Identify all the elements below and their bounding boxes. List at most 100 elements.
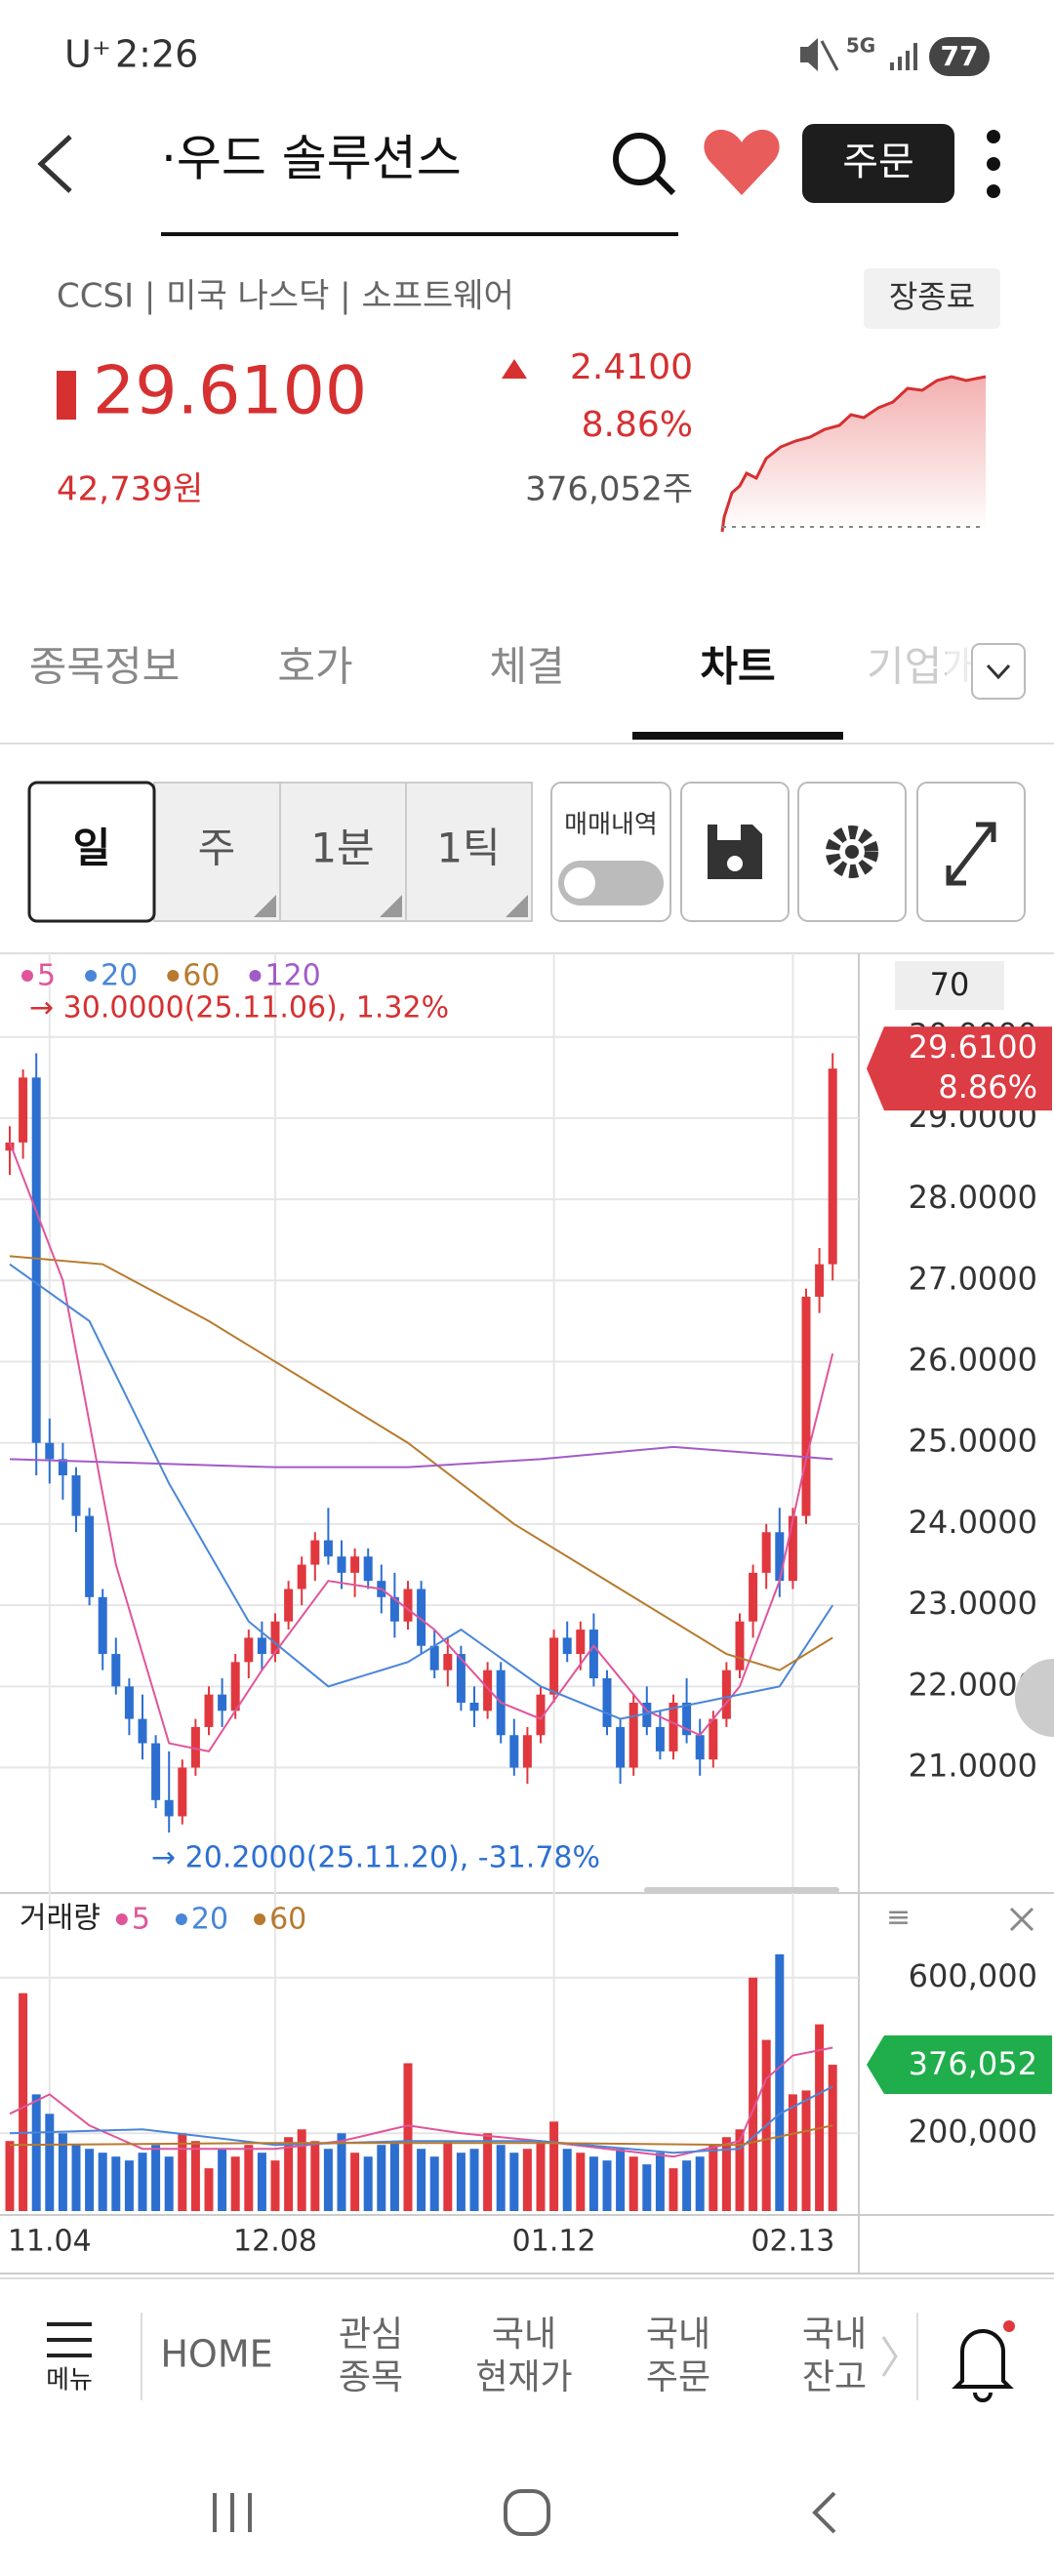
x-tick-label: 12.08 bbox=[233, 2225, 317, 2259]
candle-body bbox=[682, 1702, 692, 1736]
expand-icon bbox=[946, 822, 996, 886]
volume-bar bbox=[218, 2149, 227, 2211]
settings-hub bbox=[845, 845, 859, 859]
market-status: 장종료 bbox=[889, 278, 975, 315]
tab-selected[interactable]: 차트 bbox=[700, 643, 775, 691]
volume-bar bbox=[297, 2129, 306, 2211]
toggle-knob bbox=[564, 867, 595, 899]
candle-body bbox=[363, 1556, 373, 1582]
candle-body bbox=[151, 1743, 161, 1800]
moving-average bbox=[9, 2124, 833, 2147]
candle-body bbox=[417, 1589, 426, 1646]
volume-bar bbox=[138, 2153, 147, 2211]
signal-bar bbox=[890, 62, 894, 70]
change: 2.4100 bbox=[570, 347, 693, 387]
back-button[interactable] bbox=[37, 135, 72, 193]
candle-body bbox=[98, 1596, 107, 1655]
home-button[interactable] bbox=[504, 2489, 550, 2536]
volume-bar bbox=[496, 2145, 506, 2211]
volume-bar bbox=[483, 2133, 493, 2211]
search-handle bbox=[654, 174, 676, 196]
tab[interactable]: 체결 bbox=[489, 643, 564, 691]
order-button[interactable] bbox=[802, 124, 954, 203]
tab[interactable]: 종목정보 bbox=[29, 643, 181, 691]
period-label[interactable]: 주 bbox=[198, 825, 236, 872]
volume-bar bbox=[270, 2160, 280, 2211]
legend-dot bbox=[249, 970, 262, 982]
panel-close[interactable] bbox=[1009, 1907, 1034, 1932]
legend-dot bbox=[167, 970, 180, 982]
candle-body bbox=[138, 1718, 147, 1744]
legend-label: 20 bbox=[191, 1903, 228, 1937]
volume-bar bbox=[31, 2094, 41, 2211]
battery bbox=[929, 37, 990, 76]
up-arrow bbox=[502, 359, 527, 379]
candle-body bbox=[721, 1670, 731, 1719]
side-handle[interactable] bbox=[1015, 1659, 1054, 1737]
search-title[interactable]: ·우드 솔루션스 bbox=[161, 131, 462, 187]
notification-button[interactable] bbox=[952, 2329, 1014, 2402]
volume-bar bbox=[828, 2065, 837, 2211]
volume-bar bbox=[403, 2063, 413, 2211]
volume-bar bbox=[58, 2133, 67, 2211]
candle-body bbox=[111, 1654, 121, 1687]
volume-bar bbox=[509, 2153, 519, 2211]
moving-average bbox=[9, 2046, 833, 2158]
volume-bar bbox=[616, 2149, 626, 2211]
nav-item-label[interactable]: 종목 bbox=[339, 2357, 403, 2397]
volume-bar bbox=[642, 2164, 652, 2211]
network: 5G bbox=[846, 34, 875, 58]
volume-bar bbox=[562, 2149, 572, 2211]
menu-button[interactable] bbox=[47, 2322, 92, 2357]
volume-bar bbox=[337, 2133, 346, 2211]
candle-body bbox=[761, 1532, 771, 1573]
volume-bar bbox=[111, 2156, 121, 2211]
nav-item-label[interactable]: 관심 bbox=[339, 2314, 403, 2355]
nav-item-label[interactable]: 현재가 bbox=[475, 2357, 572, 2397]
volume-bar bbox=[709, 2145, 718, 2211]
favorite-button[interactable] bbox=[704, 129, 780, 195]
tab-dropdown[interactable] bbox=[971, 643, 1026, 700]
candle-body bbox=[655, 1726, 665, 1751]
volume-bar bbox=[377, 2145, 386, 2211]
nav-item-label[interactable]: 주문 bbox=[646, 2357, 710, 2397]
moving-average bbox=[9, 1142, 834, 1753]
volume-bar bbox=[721, 2137, 731, 2211]
period-button-selected[interactable] bbox=[27, 781, 156, 923]
y-tick-label: 28.0000 bbox=[909, 1179, 1037, 1216]
volume-bar bbox=[257, 2153, 266, 2211]
nav-item-label[interactable]: 국내 bbox=[492, 2314, 556, 2355]
candle-body bbox=[310, 1540, 320, 1565]
candle-body bbox=[588, 1630, 598, 1679]
tab-bar: 종목정보 호가 체결 차트 기업개 bbox=[29, 643, 980, 691]
nav-item-label[interactable]: 잔고 bbox=[802, 2357, 867, 2397]
panel-menu-icon[interactable]: ≡ bbox=[886, 1901, 911, 1935]
scrollbar[interactable] bbox=[644, 1887, 839, 1893]
volume-bar bbox=[536, 2141, 546, 2211]
volume-tag-label: 376,052 bbox=[909, 2045, 1037, 2082]
nav-item-label[interactable]: 국내 bbox=[802, 2314, 867, 2355]
nav-scroll-arrow[interactable] bbox=[881, 2336, 898, 2377]
moving-average bbox=[9, 1445, 833, 1469]
mute-icon bbox=[800, 38, 818, 71]
more-button[interactable] bbox=[987, 130, 1000, 198]
back-nav-button[interactable] bbox=[812, 2491, 836, 2534]
tab[interactable]: 호가 bbox=[277, 643, 352, 691]
volume-bar bbox=[389, 2141, 399, 2211]
volume-bar bbox=[522, 2149, 532, 2211]
period-label[interactable]: 1틱 bbox=[436, 825, 500, 872]
candle-body bbox=[749, 1572, 758, 1622]
recents-button[interactable] bbox=[213, 2493, 252, 2532]
search-button[interactable] bbox=[613, 133, 676, 196]
mute-slash bbox=[820, 40, 839, 71]
legend-dot bbox=[21, 970, 33, 982]
y-tick-label: 200,000 bbox=[909, 2113, 1037, 2150]
y-tick-label: 26.0000 bbox=[909, 1342, 1037, 1379]
nav-home[interactable]: HOME bbox=[160, 2333, 272, 2376]
intraday-sparkline bbox=[720, 375, 987, 533]
period-label[interactable]: 1분 bbox=[310, 825, 374, 872]
order-button-label: 주문 bbox=[842, 140, 914, 184]
volume-bar bbox=[735, 2129, 745, 2211]
nav-item-label[interactable]: 국내 bbox=[646, 2314, 710, 2355]
